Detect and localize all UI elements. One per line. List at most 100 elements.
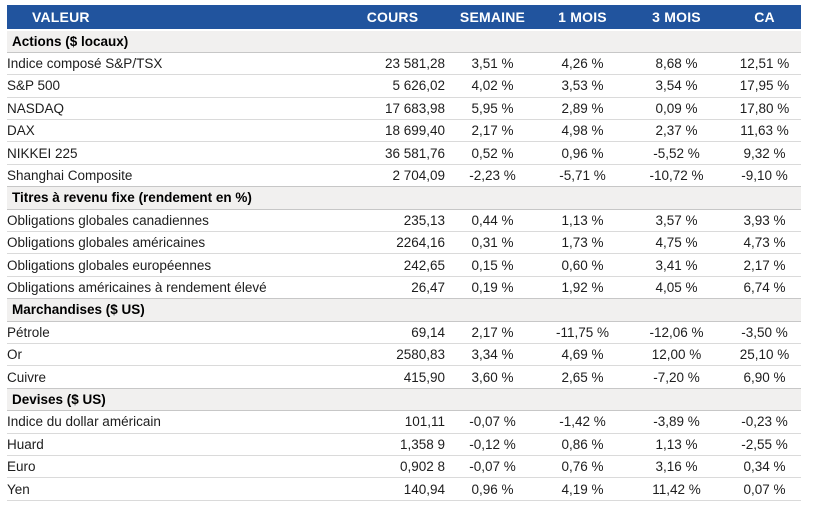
- row-label: Obligations américaines à rendement élev…: [7, 279, 267, 295]
- un-mois-value: 0,60 %: [561, 257, 604, 273]
- column-header-valeur: VALEUR: [7, 5, 340, 30]
- cours-value: 18 699,40: [384, 123, 445, 139]
- cours-value: 242,65: [403, 257, 445, 273]
- un-mois-value: 2,65 %: [561, 369, 604, 385]
- ca-value: 25,10 %: [739, 347, 790, 363]
- cours-value: 101,11: [404, 414, 445, 430]
- trois-mois-value: 11,42 %: [652, 481, 701, 497]
- market-performance-table: VALEUR COURS SEMAINE 1 MOIS 3 MOIS CA Ac…: [7, 5, 801, 501]
- ca-value: -9,10 %: [741, 168, 788, 184]
- trois-mois-value: 12,00 %: [651, 347, 702, 363]
- ca-value: 0,34 %: [743, 459, 786, 475]
- semaine-value: -0,07 %: [469, 459, 516, 475]
- section-header-row: Devises ($ US): [7, 387, 801, 412]
- semaine-value: 5,95 %: [471, 100, 514, 116]
- trois-mois-value: 4,05 %: [655, 279, 698, 295]
- column-header-semaine: SEMAINE: [445, 5, 540, 30]
- table-row: Cuivre 415,90 3,60 % 2,65 % -7,20 % 6,90 %: [7, 366, 801, 389]
- ca-value: 9,32 %: [743, 145, 786, 161]
- cours-value: 2580,83: [396, 347, 445, 363]
- table-row: Indice du dollar américain 101,11 -0,07 % -…: [7, 411, 801, 434]
- cours-value: 140,94: [403, 481, 445, 497]
- ca-value: 6,74 %: [743, 279, 786, 295]
- cours-value: 2 704,09: [392, 168, 445, 184]
- ca-value: 17,80 %: [739, 100, 790, 116]
- column-header-ca: CA: [728, 5, 801, 30]
- trois-mois-value: 4,75 %: [655, 235, 698, 251]
- table-row: Obligations globales canadiennes 235,13 0,…: [7, 209, 801, 232]
- table-row: Obligations américaines à rendement élev…: [7, 276, 801, 299]
- ca-value: 6,90 %: [743, 369, 786, 385]
- row-label: Huard: [7, 436, 44, 452]
- un-mois-value: -5,71 %: [559, 168, 606, 184]
- un-mois-value: 4,19 %: [561, 481, 604, 497]
- row-label: S&P 500: [7, 78, 61, 94]
- semaine-value: 3,51 %: [471, 56, 514, 72]
- table-row: Huard 1,358 9 -0,12 % 0,86 % 1,13 % -2,55 %: [7, 433, 801, 456]
- un-mois-value: 3,53 %: [561, 78, 604, 94]
- section-title: Titres à revenu fixe (rendement en %): [7, 186, 801, 210]
- trois-mois-value: 1,13 %: [655, 436, 698, 452]
- semaine-value: 0,19 %: [471, 279, 514, 295]
- trois-mois-value: -3,89 %: [653, 414, 700, 430]
- row-label: Or: [7, 347, 22, 363]
- row-label: Obligations globales canadiennes: [7, 212, 209, 228]
- table-row: NIKKEI 225 36 581,76 0,52 % 0,96 % -5,52 % 9,…: [7, 142, 801, 165]
- semaine-value: 2,17 %: [471, 324, 514, 340]
- un-mois-value: 1,13 %: [561, 212, 604, 228]
- un-mois-value: 0,96 %: [561, 145, 604, 161]
- table-row: Obligations globales européennes 242,65 0,…: [7, 254, 801, 277]
- trois-mois-value: 0,09 %: [655, 100, 698, 116]
- cours-value: 69,14: [411, 324, 445, 340]
- semaine-value: 4,02 %: [471, 78, 514, 94]
- cours-value: 23 581,28: [384, 56, 445, 72]
- cours-value: 235,13: [403, 212, 445, 228]
- column-header-cours: COURS: [340, 5, 445, 30]
- ca-value: 0,07 %: [743, 481, 786, 497]
- ca-value: 11,63 %: [740, 123, 789, 139]
- table-row: S&P 500 5 626,02 4,02 % 3,53 % 3,54 % 17,95 %: [7, 75, 801, 98]
- cours-value: 2264,16: [396, 235, 445, 251]
- row-label: Yen: [7, 481, 30, 497]
- semaine-value: 0,96 %: [471, 481, 514, 497]
- trois-mois-value: -12,06 %: [649, 324, 704, 340]
- column-header-1mois: 1 MOIS: [540, 5, 625, 30]
- row-label: Indice composé S&P/TSX: [7, 56, 163, 72]
- semaine-value: -0,07 %: [469, 414, 516, 430]
- row-label: NIKKEI 225: [7, 145, 78, 161]
- un-mois-value: 0,76 %: [561, 459, 604, 475]
- un-mois-value: -11,75 %: [555, 324, 610, 340]
- ca-value: -2,55 %: [741, 436, 788, 452]
- un-mois-value: 4,98 %: [561, 123, 604, 139]
- row-label: Indice du dollar américain: [7, 414, 161, 430]
- un-mois-value: 4,26 %: [561, 56, 604, 72]
- trois-mois-value: 3,57 %: [655, 212, 698, 228]
- table-row: NASDAQ 17 683,98 5,95 % 2,89 % 0,09 % 17,80 %: [7, 97, 801, 120]
- un-mois-value: 2,89 %: [561, 100, 604, 116]
- cours-value: 17 683,98: [384, 100, 445, 116]
- row-label: Cuivre: [7, 369, 47, 385]
- table-body: Actions ($ locaux) Indice composé S&P/TSX…: [7, 29, 801, 501]
- ca-value: 17,95 %: [739, 78, 790, 94]
- ca-value: -3,50 %: [741, 324, 788, 340]
- semaine-value: 0,15 %: [471, 257, 514, 273]
- ca-value: 4,73 %: [743, 235, 786, 251]
- trois-mois-value: -10,72 %: [649, 168, 704, 184]
- row-label: Obligations globales européennes: [7, 257, 212, 273]
- table-row: DAX 18 699,40 2,17 % 4,98 % 2,37 % 11,63 %: [7, 120, 801, 142]
- un-mois-value: 1,92 %: [561, 279, 604, 295]
- table-row: Shanghai Composite 2 704,09 -2,23 % -5,71 %…: [7, 164, 801, 187]
- table-row: Yen 140,94 0,96 % 4,19 % 11,42 % 0,07 %: [7, 478, 801, 501]
- header-row: VALEUR COURS SEMAINE 1 MOIS 3 MOIS CA: [7, 5, 801, 30]
- trois-mois-value: 3,16 %: [655, 459, 698, 475]
- column-header-3mois: 3 MOIS: [625, 5, 728, 30]
- section-header-row: Titres à revenu fixe (rendement en %): [7, 186, 801, 210]
- section-header-row: Actions ($ locaux): [7, 29, 801, 53]
- row-label: Shanghai Composite: [7, 168, 133, 184]
- trois-mois-value: 3,41 %: [655, 257, 698, 273]
- trois-mois-value: 2,37 %: [655, 123, 698, 139]
- row-label: Euro: [7, 459, 36, 475]
- section-title: Actions ($ locaux): [7, 29, 801, 53]
- section-title: Marchandises ($ US): [7, 298, 801, 322]
